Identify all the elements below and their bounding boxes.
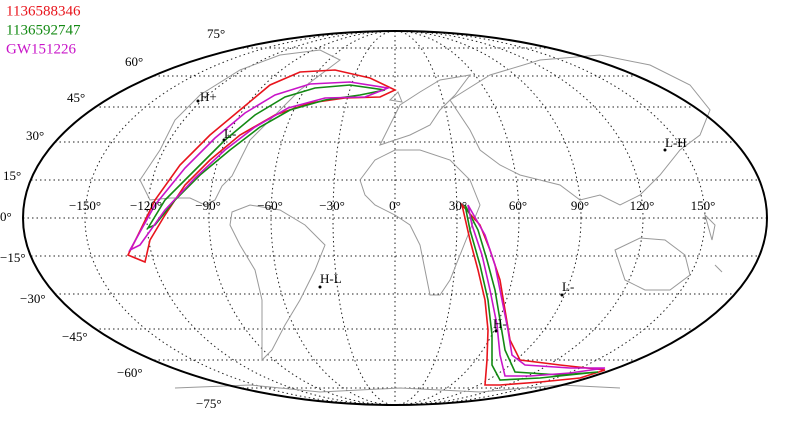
lat-label: 75° — [207, 26, 225, 41]
lat-label: 0° — [0, 209, 12, 224]
lon-label: −120° — [130, 198, 162, 213]
lat-label: −60° — [117, 365, 143, 380]
meridian — [208, 30, 582, 406]
meridian — [84, 30, 706, 406]
contours — [126, 69, 606, 386]
coastlines — [139, 49, 723, 393]
marker-label: L- — [224, 126, 236, 141]
lat-label: −45° — [62, 329, 88, 344]
graticule — [23, 30, 767, 406]
lon-label: 30° — [449, 198, 467, 213]
lat-label: −30° — [20, 291, 46, 306]
legend-entry: 1136588346 — [6, 3, 81, 19]
australia — [614, 237, 691, 291]
contour — [128, 81, 606, 377]
legend-entry: GW151226 — [6, 41, 76, 57]
marker-label: L- — [562, 279, 574, 294]
south-america — [229, 204, 326, 362]
marker-dot — [222, 138, 226, 142]
detectors: H+ L- L-H H-L L- H- — [196, 89, 687, 333]
lon-label: −60° — [257, 198, 283, 213]
lat-label: 60° — [125, 54, 143, 69]
latitude-labels: 75° 60° 45° 30° 15° 0° −15° −30° −45° −6… — [0, 26, 225, 411]
lat-label: −75° — [196, 396, 222, 411]
contour — [146, 84, 599, 381]
contour — [126, 69, 606, 386]
longitude-labels: −150° −120° −90° −60° −30° 0° 30° 60° 90… — [69, 198, 715, 213]
lat-label: 45° — [67, 90, 85, 105]
lon-label: −150° — [69, 198, 101, 213]
marker-dot — [494, 329, 498, 333]
africa-europe — [359, 74, 481, 296]
lat-label: 15° — [3, 168, 21, 183]
lat-label: −15° — [0, 250, 26, 265]
lon-label: 90° — [571, 198, 589, 213]
north-america — [139, 49, 341, 206]
legend: 1136588346 1136592747 GW151226 — [6, 3, 81, 57]
lon-label: −90° — [195, 198, 221, 213]
legend-entry: 1136592747 — [6, 22, 81, 38]
lon-label: 60° — [509, 198, 527, 213]
marker-label: L-H — [665, 135, 687, 150]
meridian — [270, 30, 520, 406]
marker-label: H-L — [320, 271, 342, 286]
lon-label: 0° — [389, 198, 401, 213]
marker-label: H- — [493, 316, 507, 331]
marker-label: H+ — [200, 89, 217, 104]
marker-dot — [663, 148, 667, 152]
sky-boundary — [22, 30, 768, 406]
marker-dot — [318, 285, 322, 289]
asia — [449, 54, 711, 206]
marker-dot — [560, 293, 564, 297]
lon-label: −30° — [319, 198, 345, 213]
lon-label: 150° — [691, 198, 716, 213]
islands — [388, 91, 723, 273]
lat-label: 30° — [26, 128, 44, 143]
lon-label: 120° — [630, 198, 655, 213]
marker-dot — [196, 99, 200, 103]
